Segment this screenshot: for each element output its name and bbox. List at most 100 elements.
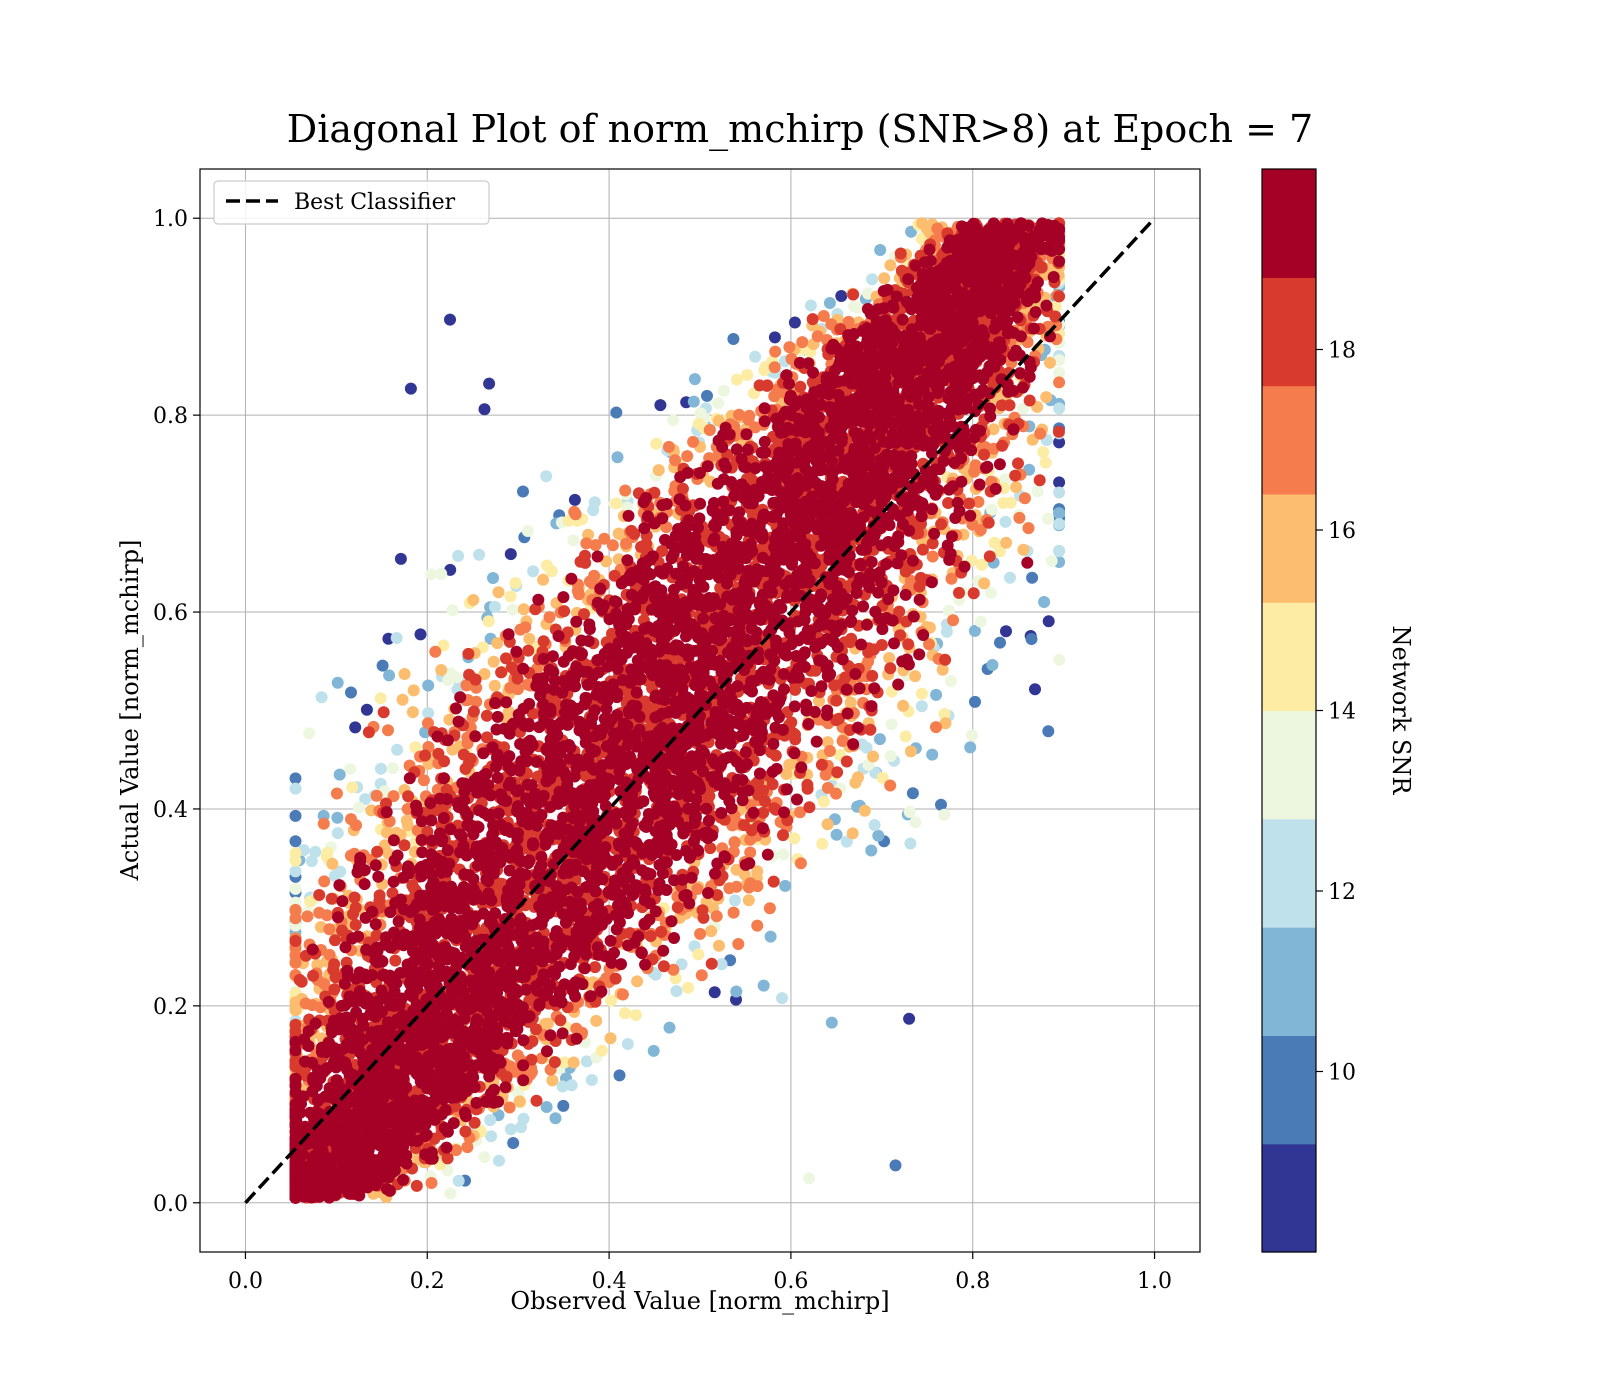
scatter-point <box>703 424 716 436</box>
scatter-point <box>540 470 553 483</box>
scatter-point <box>404 382 417 395</box>
scatter-point <box>558 1056 571 1069</box>
scatter-point <box>517 485 529 498</box>
scatter-point <box>987 423 1000 436</box>
scatter-point <box>864 723 877 736</box>
scatter-point <box>692 948 705 961</box>
scatter-point <box>608 569 621 582</box>
scatter-point <box>708 986 721 999</box>
scatter-point <box>374 692 387 705</box>
scatter-point <box>1023 394 1036 407</box>
scatter-point <box>687 435 700 448</box>
scatter-point <box>1053 376 1066 389</box>
scatter-point <box>500 1072 513 1084</box>
scatter-point <box>334 865 347 878</box>
scatter-point <box>733 408 746 421</box>
scatter-point <box>1026 571 1039 584</box>
scatter-point <box>309 845 322 858</box>
scatter-point <box>504 590 517 603</box>
scatter-point <box>727 333 740 345</box>
scatter-point <box>578 962 591 975</box>
scatter-point <box>757 979 770 992</box>
scatter-point <box>457 748 470 761</box>
scatter-point <box>1053 290 1066 303</box>
scatter-point <box>794 380 807 393</box>
scatter-point <box>867 750 880 763</box>
scatter-point <box>996 439 1009 452</box>
scatter-point <box>619 1007 631 1020</box>
scatter-point <box>848 300 860 313</box>
scatter-point <box>289 865 302 878</box>
scatter-point <box>1029 683 1041 696</box>
scatter-point <box>915 700 928 713</box>
scatter-point <box>710 910 723 923</box>
scatter-point <box>897 699 910 712</box>
scatter-point <box>509 577 522 590</box>
scatter-point <box>485 1130 498 1143</box>
scatter-point <box>694 927 707 940</box>
scatter-point <box>612 527 625 540</box>
scatter-point <box>715 958 728 971</box>
scatter-point <box>460 679 473 692</box>
scatter-point <box>503 1101 516 1114</box>
scatter-point <box>548 1056 561 1069</box>
scatter-point <box>484 1114 497 1127</box>
scatter-point <box>325 892 338 905</box>
scatter-point <box>830 694 843 707</box>
scatter-point <box>926 748 939 761</box>
scatter-point <box>1013 511 1026 524</box>
scatter-point <box>359 793 372 806</box>
scatter-point <box>391 743 404 756</box>
scatter-point <box>840 755 853 768</box>
scatter-point <box>419 749 431 762</box>
scatter-point <box>307 969 320 982</box>
scatter-point <box>289 847 302 860</box>
scatter-point <box>317 817 330 830</box>
scatter-point <box>695 969 708 982</box>
scatter-point <box>705 925 718 938</box>
scatter-point <box>939 653 952 666</box>
scatter-point <box>704 842 717 855</box>
scatter-point <box>787 727 799 739</box>
scatter-point <box>801 782 814 795</box>
scatter-point <box>327 963 340 976</box>
scatter-point <box>473 548 486 561</box>
scatter-point <box>905 225 918 238</box>
scatter-point <box>777 848 790 861</box>
scatter-point <box>894 247 907 260</box>
scatter-point <box>663 1021 676 1034</box>
scatter-point <box>830 828 843 841</box>
scatter-point <box>813 695 825 708</box>
scatter-point <box>823 745 836 757</box>
scatter-point <box>817 795 830 808</box>
scatter-point <box>507 1137 520 1149</box>
scatter-point <box>816 837 829 850</box>
scatter-point <box>313 906 326 919</box>
scatter-point <box>470 695 483 708</box>
scatter-point <box>1000 625 1012 638</box>
scatter-point <box>409 741 422 754</box>
scatter-point <box>938 808 951 821</box>
scatter-point <box>789 683 802 696</box>
scatter-point <box>333 768 346 781</box>
scatter-point <box>578 608 590 621</box>
scatter-point <box>821 818 834 831</box>
scatter-point <box>796 336 809 349</box>
scatter-point <box>1004 571 1016 584</box>
scatter-point <box>589 961 601 974</box>
scatter-point <box>417 774 430 787</box>
scatter-point <box>819 768 832 781</box>
scatter-point <box>558 605 571 618</box>
scatter-point <box>402 790 415 803</box>
scatter-point <box>768 331 781 344</box>
scatter-point <box>1040 391 1053 404</box>
scatter-point <box>549 1112 562 1125</box>
scatter-point <box>556 1080 569 1093</box>
scatter-point <box>500 696 513 709</box>
scatter-point <box>768 390 781 403</box>
scatter-point <box>386 762 399 775</box>
scatter-point <box>478 668 491 680</box>
scatter-point <box>1035 261 1048 274</box>
scatter-point <box>326 857 339 870</box>
scatter-point <box>304 895 317 908</box>
